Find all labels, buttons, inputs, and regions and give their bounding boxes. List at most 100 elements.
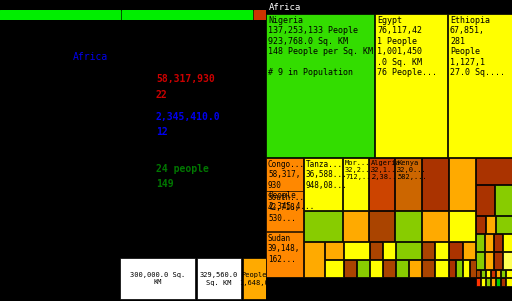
Bar: [343, 211, 368, 241]
Bar: [343, 158, 368, 210]
Text: Egypt
76,117,42
1 People
1,001,450
.0 Sq. KM
76 People...: Egypt 76,117,42 1 People 1,001,450 .0 Sq…: [377, 16, 437, 77]
Text: People
1,648,0: People 1,648,0: [240, 272, 269, 286]
Bar: [491, 278, 495, 286]
Bar: [506, 270, 512, 277]
Text: +...................................+.......+........................+: +...................................+...…: [16, 214, 279, 219]
Bar: [476, 278, 480, 286]
Bar: [304, 242, 324, 277]
Text: Continent:: Continent:: [16, 52, 80, 62]
Bar: [120, 258, 195, 299]
Bar: [369, 158, 394, 210]
Text: Area Rank:: Area Rank:: [16, 127, 75, 137]
Bar: [486, 278, 490, 286]
Bar: [476, 252, 484, 269]
Bar: [395, 211, 421, 241]
Text: (in square km):: (in square km):: [42, 112, 136, 122]
Bar: [396, 242, 421, 259]
Bar: [476, 185, 494, 215]
Bar: [503, 252, 512, 269]
Text: Congo...
58,317,
930
People
2,345,4...: Congo... 58,317, 930 People 2,345,4...: [268, 160, 314, 211]
Bar: [0, 10, 120, 20]
Bar: [485, 234, 493, 251]
Text: South...
42,718,
530...: South... 42,718, 530...: [268, 193, 305, 223]
Bar: [422, 211, 448, 241]
Bar: [266, 14, 374, 157]
Text: Tanza...
36,588...
948,08...: Tanza... 36,588... 948,08...: [306, 160, 348, 190]
Text: Population Rank:: Population Rank:: [16, 90, 110, 100]
Text: Sudan
39,148,
162...: Sudan 39,148, 162...: [268, 234, 301, 264]
Bar: [501, 278, 505, 286]
Bar: [449, 158, 475, 210]
Text: Mor...
32,2...
712,...: Mor... 32,2... 712,...: [345, 160, 375, 180]
Bar: [449, 211, 475, 241]
Bar: [448, 14, 512, 157]
Bar: [435, 242, 448, 259]
Text: Population:: Population:: [16, 74, 80, 84]
Text: Algeria
32,1...
2,38...: Algeria 32,1... 2,38...: [371, 160, 401, 180]
Bar: [325, 260, 343, 277]
Bar: [476, 270, 480, 277]
Text: Click to View Country Detail: Click to View Country Detail: [34, 232, 234, 245]
Bar: [449, 260, 455, 277]
Bar: [501, 270, 505, 277]
Bar: [396, 260, 408, 277]
Bar: [491, 270, 495, 277]
Bar: [266, 191, 303, 231]
Text: 22: 22: [156, 90, 168, 100]
Bar: [463, 242, 475, 259]
Bar: [494, 252, 502, 269]
Bar: [470, 260, 476, 277]
Bar: [481, 278, 485, 286]
Text: 300,000.0 Sq.
KM: 300,000.0 Sq. KM: [130, 272, 185, 286]
Text: 2,345,410.0: 2,345,410.0: [156, 112, 221, 122]
Bar: [422, 260, 434, 277]
Bar: [456, 260, 462, 277]
Bar: [476, 158, 512, 184]
Bar: [266, 158, 303, 276]
Text: Africa: Africa: [269, 3, 301, 12]
Bar: [122, 10, 252, 20]
Bar: [481, 270, 485, 277]
Bar: [383, 260, 395, 277]
Bar: [494, 234, 502, 251]
Bar: [463, 260, 469, 277]
Bar: [304, 158, 342, 210]
Text: Africa: Africa: [73, 52, 108, 62]
Bar: [304, 211, 342, 241]
Bar: [395, 158, 421, 210]
Bar: [496, 278, 500, 286]
Bar: [486, 216, 495, 233]
Bar: [435, 260, 448, 277]
Bar: [503, 234, 512, 251]
Bar: [369, 211, 394, 241]
Bar: [409, 260, 421, 277]
Bar: [506, 278, 512, 286]
Bar: [344, 260, 356, 277]
Bar: [266, 232, 303, 277]
Text: Congo-Kinshasa: Congo-Kinshasa: [16, 37, 121, 50]
Text: 12: 12: [156, 127, 168, 137]
Bar: [370, 260, 382, 277]
Text: (people per square km):: (people per square km):: [16, 164, 151, 174]
Bar: [496, 270, 500, 277]
Bar: [375, 14, 447, 157]
Bar: [422, 242, 434, 259]
Bar: [357, 260, 369, 277]
Bar: [254, 10, 266, 20]
Text: 329,560.0
Sq. KM: 329,560.0 Sq. KM: [200, 272, 238, 286]
Bar: [485, 252, 493, 269]
Text: Kenya
32,0...
582,...: Kenya 32,0... 582,...: [397, 160, 426, 180]
Bar: [449, 242, 462, 259]
Bar: [243, 258, 266, 299]
Text: Population Density: Population Density: [16, 147, 122, 157]
Bar: [495, 185, 512, 215]
Bar: [476, 234, 484, 251]
Bar: [383, 242, 395, 259]
Text: 149: 149: [156, 179, 174, 189]
Bar: [325, 242, 343, 259]
Text: 58,317,930: 58,317,930: [156, 74, 215, 84]
Bar: [197, 258, 241, 299]
Text: 24 people: 24 people: [156, 164, 209, 174]
Text: Nigeria
137,253,133 People
923,768.0 Sq. KM
148 People per Sq. KM

# 9 in Popula: Nigeria 137,253,133 People 923,768.0 Sq.…: [268, 16, 373, 77]
Bar: [496, 216, 512, 233]
